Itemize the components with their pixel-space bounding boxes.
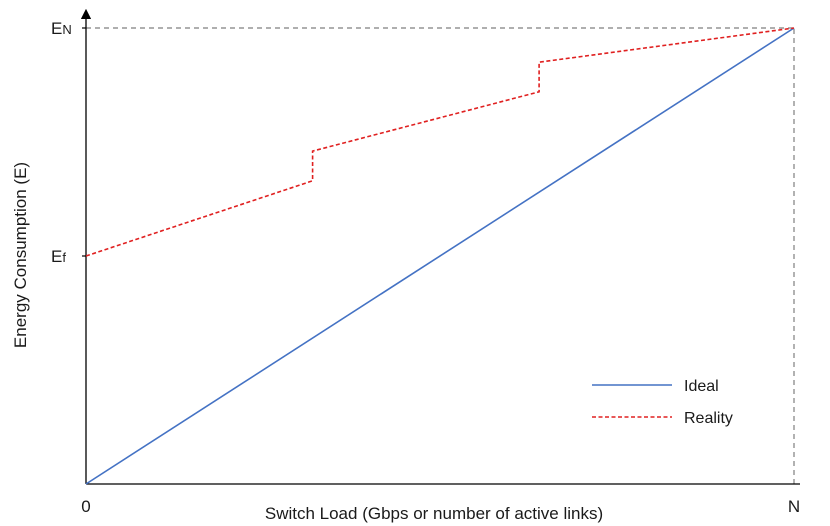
series-line-reality (85, 27, 795, 257)
reference-lines (86, 27, 795, 484)
legend-label-reality: Reality (684, 410, 733, 427)
y-tick-label: EN (51, 19, 72, 38)
x-tick-label: N (788, 497, 800, 516)
y-axis-title: Energy Consumption (E) (11, 162, 30, 348)
legend-label-ideal: Ideal (684, 378, 719, 395)
x-axis-title: Switch Load (Gbps or number of active li… (265, 504, 603, 523)
series-line-ideal (85, 27, 795, 485)
y-tick-label: Ef (51, 247, 66, 266)
x-tick-label: 0 (81, 497, 90, 516)
y-tick-labels: Ef EN (51, 19, 86, 266)
legend: Ideal Reality (592, 378, 733, 427)
series-lines (85, 27, 795, 485)
